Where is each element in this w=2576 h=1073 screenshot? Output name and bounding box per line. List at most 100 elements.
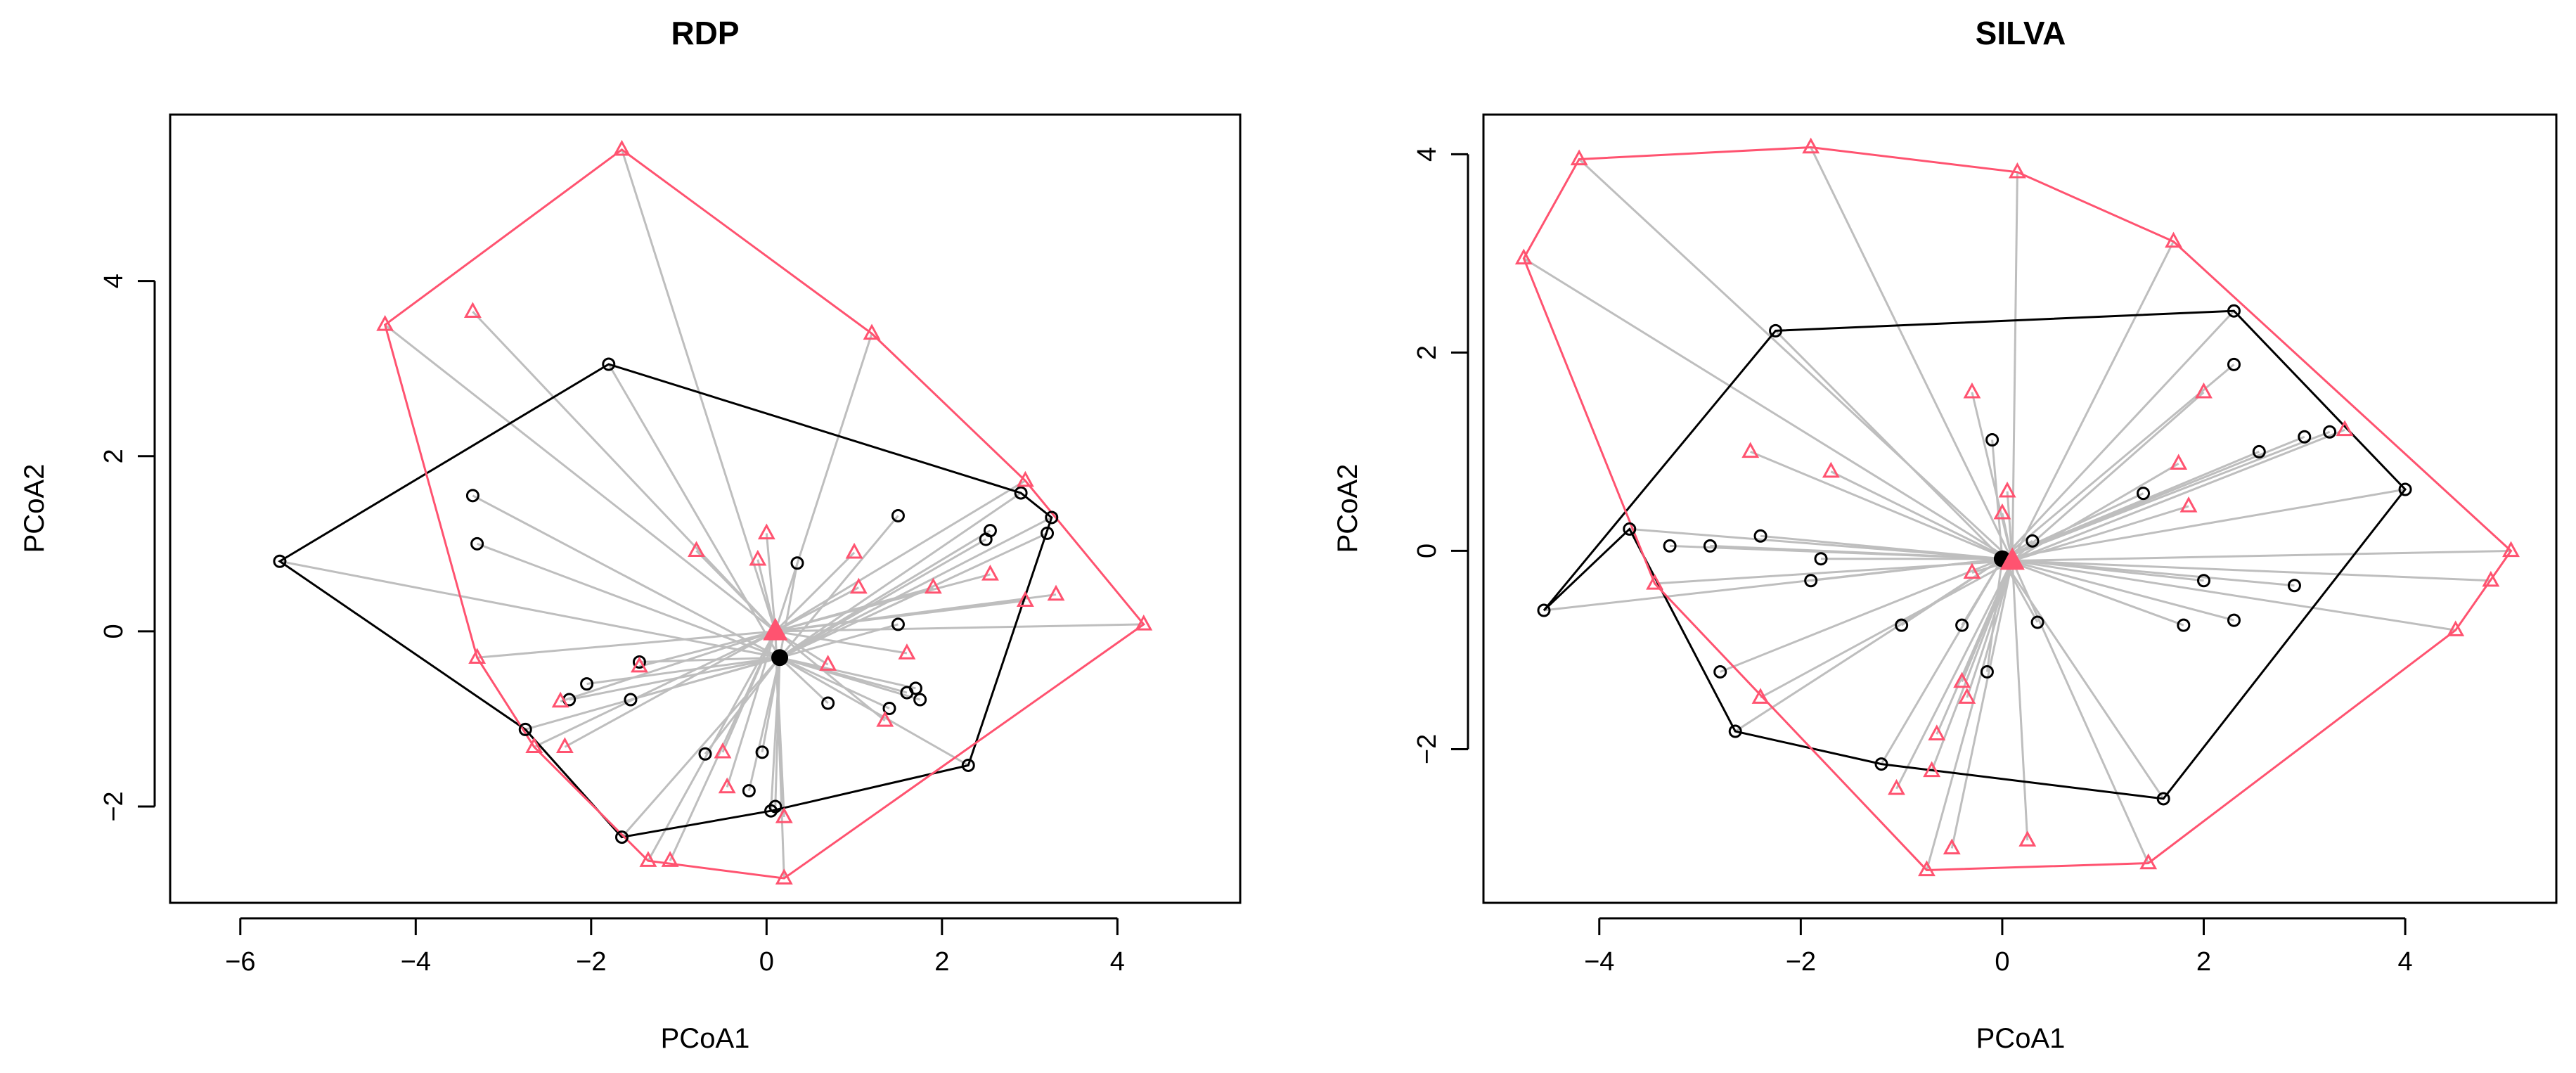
point-group-2 bbox=[1963, 382, 1981, 399]
point-group-2 bbox=[1998, 481, 2016, 498]
point-group-1 bbox=[961, 758, 975, 772]
y-axis-label: PCoA2 bbox=[1332, 464, 1363, 553]
y-tick-label: −2 bbox=[1412, 734, 1442, 764]
point-group-2 bbox=[1928, 724, 1946, 740]
x-tick-label: 2 bbox=[2196, 947, 2211, 977]
spider-line-group-2 bbox=[1966, 560, 2014, 698]
point-group-2 bbox=[876, 711, 894, 727]
point-group-1 bbox=[790, 556, 804, 570]
centroid-group-2 bbox=[1999, 547, 2025, 570]
point-group-1 bbox=[2030, 615, 2044, 629]
spider-line-group-2 bbox=[1950, 560, 2014, 849]
point-group-2 bbox=[2482, 570, 2500, 587]
point-group-1 bbox=[2323, 425, 2337, 439]
point-group-1 bbox=[1663, 539, 1677, 553]
point-group-1 bbox=[1623, 522, 1637, 536]
hull-group-2 bbox=[383, 148, 1145, 880]
spider-line-group-2 bbox=[775, 623, 1144, 633]
point-group-1 bbox=[2137, 487, 2151, 501]
spider-line-group-1 bbox=[279, 560, 780, 659]
point-group-2 bbox=[525, 737, 543, 753]
spider-line-group-1 bbox=[477, 542, 780, 659]
y-axis-label: PCoA2 bbox=[19, 464, 50, 553]
point-group-2 bbox=[1958, 688, 1976, 704]
point-group-1 bbox=[2227, 357, 2241, 371]
point-group-2 bbox=[1646, 574, 1664, 590]
spider-line-group-2 bbox=[726, 631, 777, 788]
plot-frame bbox=[1482, 113, 2558, 904]
point-group-1 bbox=[2287, 579, 2301, 593]
point-group-2 bbox=[2165, 231, 2182, 248]
spider-line-group-1 bbox=[1720, 558, 2003, 673]
spider-line-group-1 bbox=[779, 657, 829, 705]
spider-line-group-2 bbox=[560, 630, 776, 702]
point-group-1 bbox=[465, 489, 479, 503]
spider-line-group-1 bbox=[778, 515, 899, 659]
point-group-2 bbox=[1923, 761, 1941, 778]
point-group-2 bbox=[718, 777, 736, 794]
spider-line-group-1 bbox=[2002, 558, 2234, 622]
point-group-2 bbox=[639, 851, 657, 867]
spider-line-group-1 bbox=[1775, 330, 2003, 560]
point-group-1 bbox=[2156, 792, 2170, 806]
point-group-1 bbox=[891, 617, 905, 631]
point-group-2 bbox=[1943, 838, 1961, 855]
point-group-2 bbox=[2179, 496, 2198, 513]
x-tick-label: −2 bbox=[1786, 947, 1816, 977]
point-group-1 bbox=[2227, 304, 2241, 318]
point-group-1 bbox=[979, 532, 993, 546]
plot-area: −6 −4 −2 0 2 4 −2 0 2 4 bbox=[99, 113, 1242, 977]
chart-title: SILVA bbox=[1976, 15, 2066, 51]
point-group-1 bbox=[1537, 603, 1551, 617]
centroid-group-2 bbox=[763, 617, 788, 641]
point-group-2 bbox=[661, 851, 679, 867]
spider-line-group-2 bbox=[1578, 158, 2014, 562]
plot-area: −4 −2 0 2 4 −2 0 2 4 bbox=[1412, 113, 2558, 977]
spider-line-group-2 bbox=[639, 630, 776, 668]
hull-group-1 bbox=[1543, 309, 2407, 800]
spider-line-group-2 bbox=[2011, 505, 2189, 562]
point-group-2 bbox=[1888, 778, 1905, 795]
point-group-1 bbox=[1769, 323, 1783, 338]
spider-line-group-2 bbox=[1654, 560, 2013, 585]
spider-line-group-2 bbox=[647, 631, 777, 861]
point-group-1 bbox=[742, 784, 756, 798]
point-group-2 bbox=[688, 541, 705, 557]
x-tick-label: 0 bbox=[759, 947, 774, 977]
spider-line-group-2 bbox=[1895, 560, 2014, 790]
y-tick-label: 4 bbox=[99, 274, 129, 288]
spider-line-group-1 bbox=[607, 364, 781, 658]
point-group-2 bbox=[1570, 149, 1588, 166]
point-group-2 bbox=[775, 807, 793, 823]
point-group-2 bbox=[1016, 470, 1034, 487]
spider-line-group-2 bbox=[1760, 560, 2013, 699]
point-group-1 bbox=[1753, 529, 1767, 543]
spider-line-group-1 bbox=[778, 563, 799, 658]
point-group-2 bbox=[775, 868, 793, 885]
spider-line-group-2 bbox=[621, 149, 777, 632]
point-group-2 bbox=[2139, 853, 2158, 870]
point-group-2 bbox=[714, 742, 732, 759]
point-group-1 bbox=[518, 722, 532, 736]
point-group-1 bbox=[882, 701, 896, 715]
point-group-2 bbox=[1751, 688, 1770, 704]
spider-line-group-1 bbox=[621, 657, 781, 838]
y-tick-label: 2 bbox=[1412, 345, 1442, 360]
spider-line-group-2 bbox=[775, 586, 934, 633]
x-axis-label: PCoA1 bbox=[1976, 1023, 2066, 1054]
point-group-2 bbox=[757, 523, 775, 540]
hull-group-2 bbox=[1522, 146, 2513, 871]
point-group-1 bbox=[913, 693, 927, 707]
spider-line-group-2 bbox=[472, 311, 776, 632]
point-group-1 bbox=[764, 804, 778, 818]
spider-line-group-2 bbox=[2011, 172, 2018, 561]
point-group-2 bbox=[1514, 248, 1533, 265]
point-group-1 bbox=[821, 696, 835, 710]
point-group-1 bbox=[624, 693, 638, 707]
spider-line-group-1 bbox=[779, 656, 921, 701]
x-tick-label: −4 bbox=[401, 947, 431, 977]
x-tick-label: 4 bbox=[1110, 947, 1125, 977]
x-tick-label: −6 bbox=[225, 947, 255, 977]
point-group-2 bbox=[630, 656, 648, 673]
spider-line-group-2 bbox=[2011, 560, 2150, 864]
